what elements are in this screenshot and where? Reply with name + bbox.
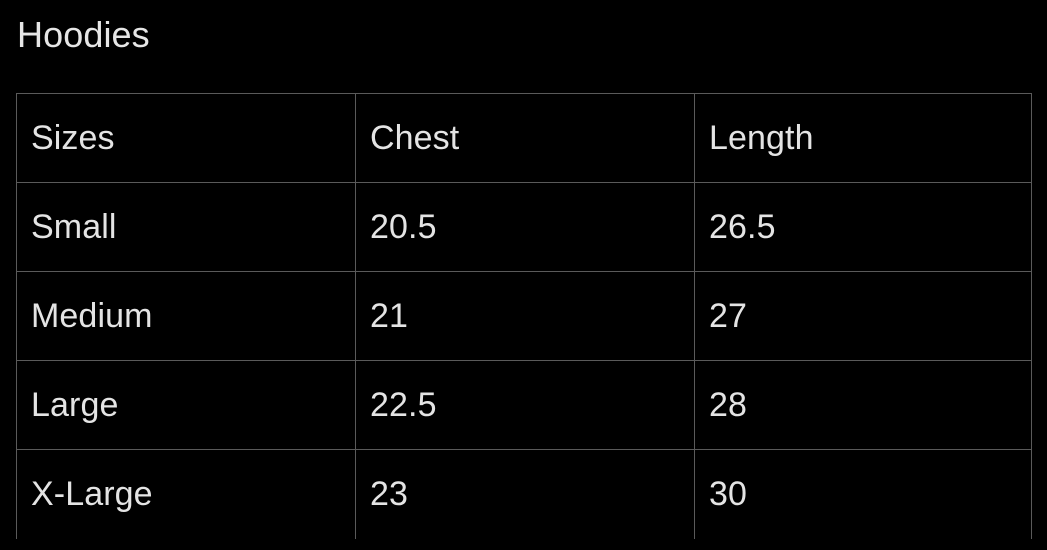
column-header-sizes: Sizes (16, 93, 356, 183)
table-body: Small 20.5 26.5 Medium 21 27 Large 22.5 … (16, 182, 1032, 539)
table-row: Small 20.5 26.5 (16, 182, 1032, 272)
table-header-row: Sizes Chest Length (16, 93, 1032, 183)
cell-length: 27 (694, 271, 1032, 361)
cell-length: 30 (709, 475, 748, 514)
cell-size: Small (16, 182, 356, 272)
table-row: Medium 21 27 (16, 271, 1032, 361)
cell-chest: 20.5 (355, 182, 695, 272)
cell-size: Medium (16, 271, 356, 361)
cell-chest: 23 (355, 449, 695, 539)
cell-chest: 21 (355, 271, 695, 361)
cell-chest: 22.5 (355, 360, 695, 450)
cell-size: Large (16, 360, 356, 450)
table-row: Large 22.5 28 (16, 360, 1032, 450)
table-row: X-Large 23 30 (16, 449, 1032, 539)
cell-size: X-Large (16, 449, 356, 539)
column-header-length: Length (694, 93, 1032, 183)
size-chart-table-wrapper: Sizes Chest Length Small 20.5 26.5 Mediu… (16, 93, 1032, 539)
table-header: Sizes Chest Length (16, 93, 1032, 183)
column-header-chest: Chest (355, 93, 695, 183)
cell-length: 26.5 (694, 182, 1032, 272)
page-title: Hoodies (17, 14, 150, 55)
size-chart-table: Sizes Chest Length Small 20.5 26.5 Mediu… (16, 93, 1032, 539)
cell-length: 28 (694, 360, 1032, 450)
